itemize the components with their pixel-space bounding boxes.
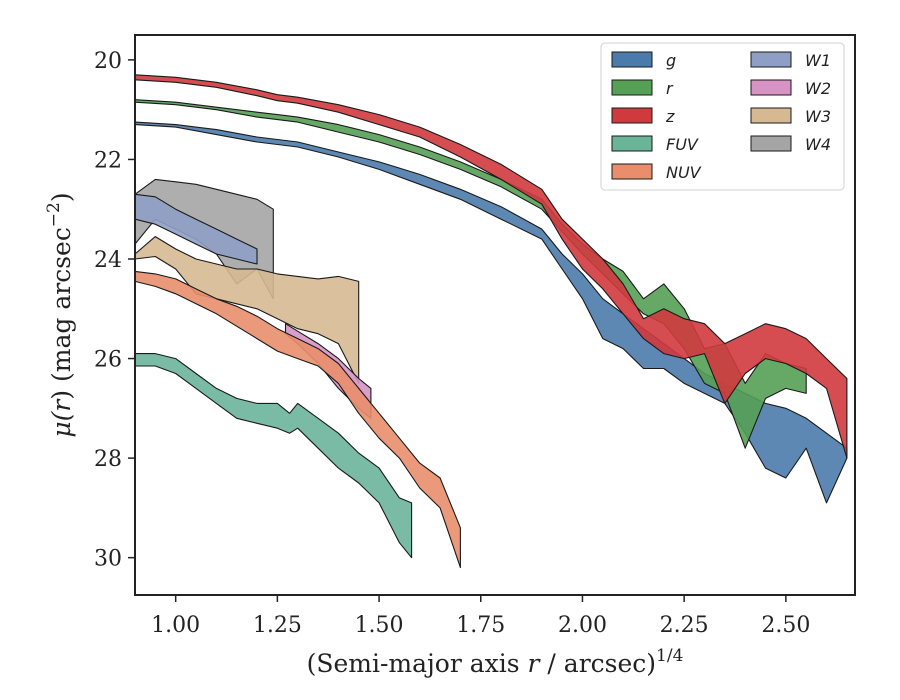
y-tick-label: 28 bbox=[94, 447, 122, 472]
x-tick-label: 1.00 bbox=[151, 613, 200, 638]
y-axis-title-var: r bbox=[47, 398, 76, 412]
legend-label-fuv: FUV bbox=[666, 135, 699, 154]
y-axis-title-sup: −2 bbox=[44, 202, 64, 227]
legend-swatch-fuv bbox=[611, 135, 653, 152]
y-axis-title-post: ) (mag arcsec bbox=[47, 227, 76, 400]
band-r bbox=[134, 99, 807, 449]
legend-label-w1: W1 bbox=[805, 51, 831, 70]
x-axis: 1.00 1.25 1.50 1.75 2.00 2.25 2.50 bbox=[151, 595, 810, 638]
band-z bbox=[134, 74, 848, 459]
x-tick-label: 1.25 bbox=[253, 613, 302, 638]
x-axis-title-var: r bbox=[528, 649, 542, 678]
legend-label-w4: W4 bbox=[805, 135, 831, 154]
x-tick-label: 1.50 bbox=[355, 613, 404, 638]
legend-swatch-w3 bbox=[750, 107, 792, 124]
legend-swatch-r bbox=[611, 79, 653, 96]
y-axis: 20 22 24 26 28 30 bbox=[94, 49, 135, 572]
band-w1 bbox=[134, 193, 258, 265]
profile-bands bbox=[134, 74, 848, 569]
x-axis-title: (Semi-major axis r / arcsec)1/4 bbox=[307, 646, 684, 678]
legend-swatch-w1 bbox=[750, 51, 792, 68]
legend-swatch-nuv bbox=[611, 163, 653, 180]
legend-label-nuv: NUV bbox=[666, 163, 702, 182]
plot-frame bbox=[134, 34, 856, 596]
y-axis-title: μ(r) (mag arcsec−2) bbox=[44, 192, 76, 437]
y-axis-title-pre: μ( bbox=[47, 410, 76, 437]
legend-swatch-g bbox=[611, 51, 653, 68]
legend-swatch-w2 bbox=[750, 79, 792, 96]
x-axis-title-main: (Semi-major axis bbox=[307, 649, 528, 678]
legend-label-r: r bbox=[666, 79, 674, 98]
legend-swatch-z bbox=[611, 107, 653, 124]
legend-swatch-w4 bbox=[750, 135, 792, 152]
y-tick-label: 20 bbox=[94, 49, 122, 74]
band-nuv bbox=[134, 270, 461, 569]
x-axis-title-sup: 1/4 bbox=[656, 646, 683, 666]
legend-label-g: g bbox=[666, 51, 676, 70]
y-axis-title-close: ) bbox=[47, 192, 76, 202]
x-tick-label: 2.00 bbox=[558, 613, 607, 638]
y-tick-label: 24 bbox=[94, 248, 122, 273]
legend: grz FUV NUV W1 W2 W3 W4 bbox=[600, 42, 845, 191]
legend-label-w3: W3 bbox=[805, 107, 831, 126]
legend-label-z: z bbox=[665, 107, 675, 126]
y-tick-label: 26 bbox=[94, 348, 122, 373]
legend-label-w2: W2 bbox=[805, 79, 831, 98]
y-tick-label: 30 bbox=[94, 547, 122, 572]
band-fuv bbox=[134, 353, 413, 559]
x-tick-label: 1.75 bbox=[456, 613, 505, 638]
x-tick-label: 2.25 bbox=[660, 613, 709, 638]
x-tick-label: 2.50 bbox=[761, 613, 810, 638]
x-axis-title-tail: / arcsec) bbox=[539, 649, 656, 678]
y-tick-label: 22 bbox=[94, 148, 122, 173]
